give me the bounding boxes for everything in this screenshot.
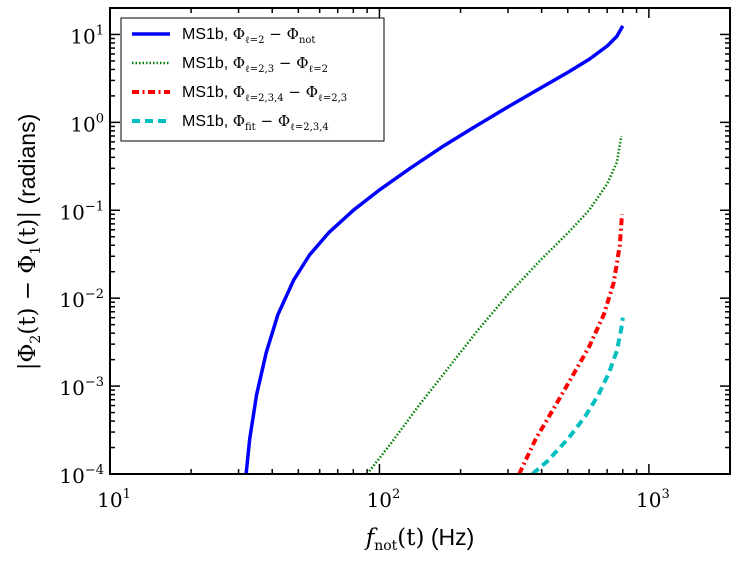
y-tick-label: 10−2 bbox=[59, 287, 104, 312]
x-axis-label: fnot(t) (Hz) bbox=[364, 524, 475, 554]
x-tick-label: 102 bbox=[367, 487, 401, 512]
y-axis-label: |Φ2(t) − Φ1(t)| (radians) bbox=[14, 114, 44, 371]
y-tick-label: 101 bbox=[70, 23, 104, 48]
legend: MS1b, Φℓ=2 − Φnot MS1b, Φℓ=2,3 − Φℓ=2 MS1b… bbox=[120, 17, 385, 142]
tick-labels: 101 102 103 10−4 10−3 10−2 10−1 100 101 bbox=[59, 23, 669, 512]
y-tick-label: 10−1 bbox=[59, 199, 104, 224]
y-tick-label: 100 bbox=[70, 111, 104, 136]
legend-entry-label: MS1b, Φℓ=2 − Φnot bbox=[182, 25, 315, 46]
x-tick-label: 103 bbox=[636, 487, 670, 512]
series-layer bbox=[244, 25, 625, 474]
plot-frame bbox=[109, 7, 731, 475]
x-tick-label: 101 bbox=[97, 487, 131, 512]
series-line-4 bbox=[531, 317, 625, 474]
series-line-1 bbox=[244, 25, 625, 474]
y-tick-label: 10−4 bbox=[59, 463, 104, 488]
ticks-layer bbox=[109, 7, 731, 475]
series-line-3 bbox=[517, 214, 624, 474]
series-line-2 bbox=[366, 135, 623, 474]
legend-entry-label: MS1b, Φfit − Φℓ=2,3,4 bbox=[182, 112, 329, 133]
legend-entry-label: MS1b, Φℓ=2,3,4 − Φℓ=2,3 bbox=[182, 83, 347, 104]
legend-entry-label: MS1b, Φℓ=2,3 − Φℓ=2 bbox=[182, 54, 328, 75]
y-tick-label: 10−3 bbox=[59, 375, 104, 400]
